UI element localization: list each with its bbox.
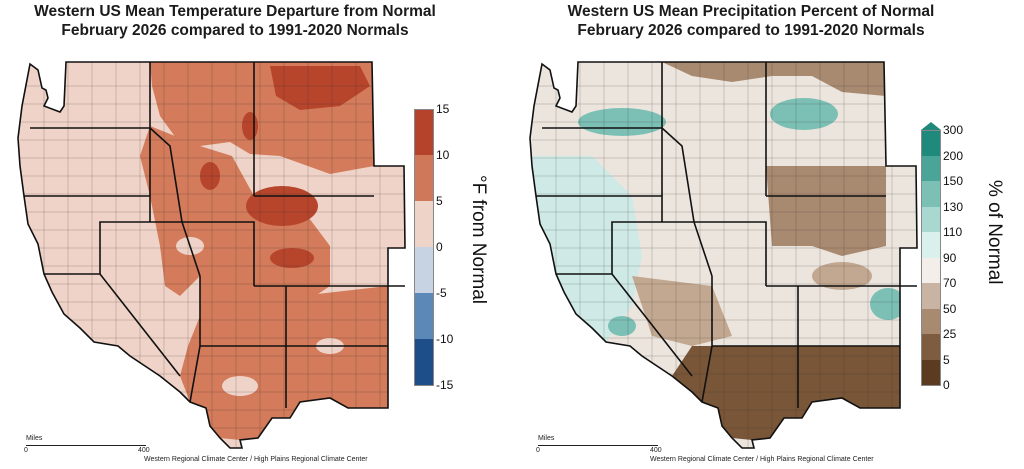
temperature-map bbox=[17, 61, 406, 449]
temperature-legend-tick: -5 bbox=[436, 286, 447, 300]
precipitation-panel: Western US Mean Precipitation Percent of… bbox=[512, 0, 1024, 469]
wet-anomaly-eastern-colorado bbox=[870, 288, 906, 320]
dry-anomaly-northern-border bbox=[662, 62, 886, 96]
precipitation-title-line2: February 2026 compared to 1991-2020 Norm… bbox=[577, 22, 925, 39]
precipitation-legend-swatch bbox=[921, 181, 941, 207]
temperature-legend-tick: 10 bbox=[436, 148, 450, 162]
wet-anomaly-sierra bbox=[608, 316, 636, 336]
temperature-legend-swatch bbox=[414, 155, 434, 201]
precipitation-legend-swatch bbox=[921, 308, 941, 334]
dry-anomaly-southwest bbox=[672, 346, 900, 440]
precipitation-legend-swatch bbox=[921, 283, 941, 309]
precipitation-legend-tick: 130 bbox=[943, 199, 964, 214]
precipitation-fill-layer bbox=[530, 62, 917, 448]
precipitation-legend-tick: 90 bbox=[943, 250, 957, 265]
precipitation-legend: 300 200 150 130 110 90 70 50 25 5 0% of Normal bbox=[921, 122, 1011, 397]
scale-start: 0 bbox=[24, 447, 28, 454]
temperature-legend-swatch bbox=[414, 339, 434, 386]
temperature-legend-tick: -15 bbox=[436, 378, 454, 392]
hot-spot-central-wyoming bbox=[246, 186, 318, 226]
temperature-title-line2: February 2026 compared to 1991-2020 Norm… bbox=[61, 22, 409, 39]
scale-end: 400 bbox=[138, 447, 150, 454]
precipitation-legend-swatch bbox=[921, 130, 941, 157]
precipitation-legend-swatch bbox=[921, 359, 941, 386]
temperature-legend-tick: 5 bbox=[436, 194, 443, 208]
precipitation-legend-swatch bbox=[921, 334, 941, 360]
precipitation-legend-swatch bbox=[921, 232, 941, 258]
temperature-panel: Western US Mean Temperature Departure fr… bbox=[0, 2, 494, 463]
scale-line bbox=[538, 445, 658, 446]
precipitation-legend-overflow-arrow bbox=[921, 122, 941, 130]
precip-county-lines bbox=[532, 62, 917, 448]
precip-state-borders bbox=[529, 61, 918, 449]
precipitation-legend-tick: 0 bbox=[943, 378, 950, 392]
dry-anomaly-colorado bbox=[812, 262, 872, 290]
state-borders bbox=[17, 61, 406, 449]
temperature-title-line1: Western US Mean Temperature Departure fr… bbox=[34, 3, 436, 20]
temperature-legend-tick: 0 bbox=[436, 240, 443, 254]
temperature-fill-layer bbox=[18, 62, 405, 448]
precipitation-legend-tick: 200 bbox=[943, 148, 964, 163]
precipitation-legend-tick: 70 bbox=[943, 276, 957, 290]
temperature-legend-unit-label: °F from Normal bbox=[468, 175, 489, 304]
precipitation-legend-tick: 300 bbox=[943, 123, 964, 137]
near-normal-patch-arizona bbox=[222, 376, 258, 396]
precipitation-title-line1: Western US Mean Precipitation Percent of… bbox=[567, 3, 935, 20]
hot-spot-northern-colorado bbox=[270, 248, 314, 268]
precipitation-legend-tick: 150 bbox=[943, 174, 964, 188]
precipitation-legend-tick: 110 bbox=[943, 225, 963, 239]
precipitation-legend-swatch bbox=[921, 206, 941, 232]
temperature-legend-swatch bbox=[414, 247, 434, 293]
precipitation-scale-bar: Miles 0 400 bbox=[536, 435, 666, 456]
scale-line bbox=[26, 445, 146, 446]
precipitation-map-title: Western US Mean Precipitation Percent of… bbox=[516, 2, 986, 40]
wet-anomaly-west-coast bbox=[530, 156, 642, 342]
precipitation-credit: Western Regional Climate Center / High P… bbox=[650, 456, 874, 463]
hot-spot-northeast-montana bbox=[270, 66, 370, 110]
temperature-scale-bar: Miles 0 400 bbox=[24, 435, 154, 456]
precipitation-legend-tick: 5 bbox=[943, 352, 950, 367]
county-lines bbox=[20, 62, 405, 448]
temperature-legend: 15 10 5 0 -5 -10 -15 °F from Normal bbox=[414, 103, 494, 394]
scale-label: Miles bbox=[26, 435, 43, 442]
temperature-legend-tick: -10 bbox=[436, 332, 454, 346]
precipitation-legend-tick: 25 bbox=[943, 327, 957, 341]
scale-label: Miles bbox=[538, 435, 555, 442]
precipitation-legend-unit-label: % of Normal bbox=[984, 180, 1005, 285]
dry-anomaly-nevada bbox=[632, 276, 732, 346]
temperature-legend-tick: 15 bbox=[436, 102, 450, 116]
precipitation-map bbox=[529, 61, 918, 449]
scale-end: 400 bbox=[650, 447, 662, 454]
precipitation-legend-swatch bbox=[921, 155, 941, 181]
precipitation-legend-tick: 50 bbox=[943, 301, 957, 316]
temperature-legend-swatch bbox=[414, 201, 434, 247]
near-normal-patch-south bbox=[280, 425, 300, 437]
temperature-credit: Western Regional Climate Center / High P… bbox=[144, 456, 368, 463]
precipitation-legend-swatch bbox=[921, 257, 941, 283]
temperature-legend-swatch bbox=[414, 109, 434, 156]
hot-spot-montana-west bbox=[242, 112, 258, 140]
wet-anomaly-montana bbox=[770, 98, 838, 130]
scale-start: 0 bbox=[536, 447, 540, 454]
temperature-legend-swatch bbox=[414, 293, 434, 339]
temperature-map-title: Western US Mean Temperature Departure fr… bbox=[0, 2, 470, 40]
